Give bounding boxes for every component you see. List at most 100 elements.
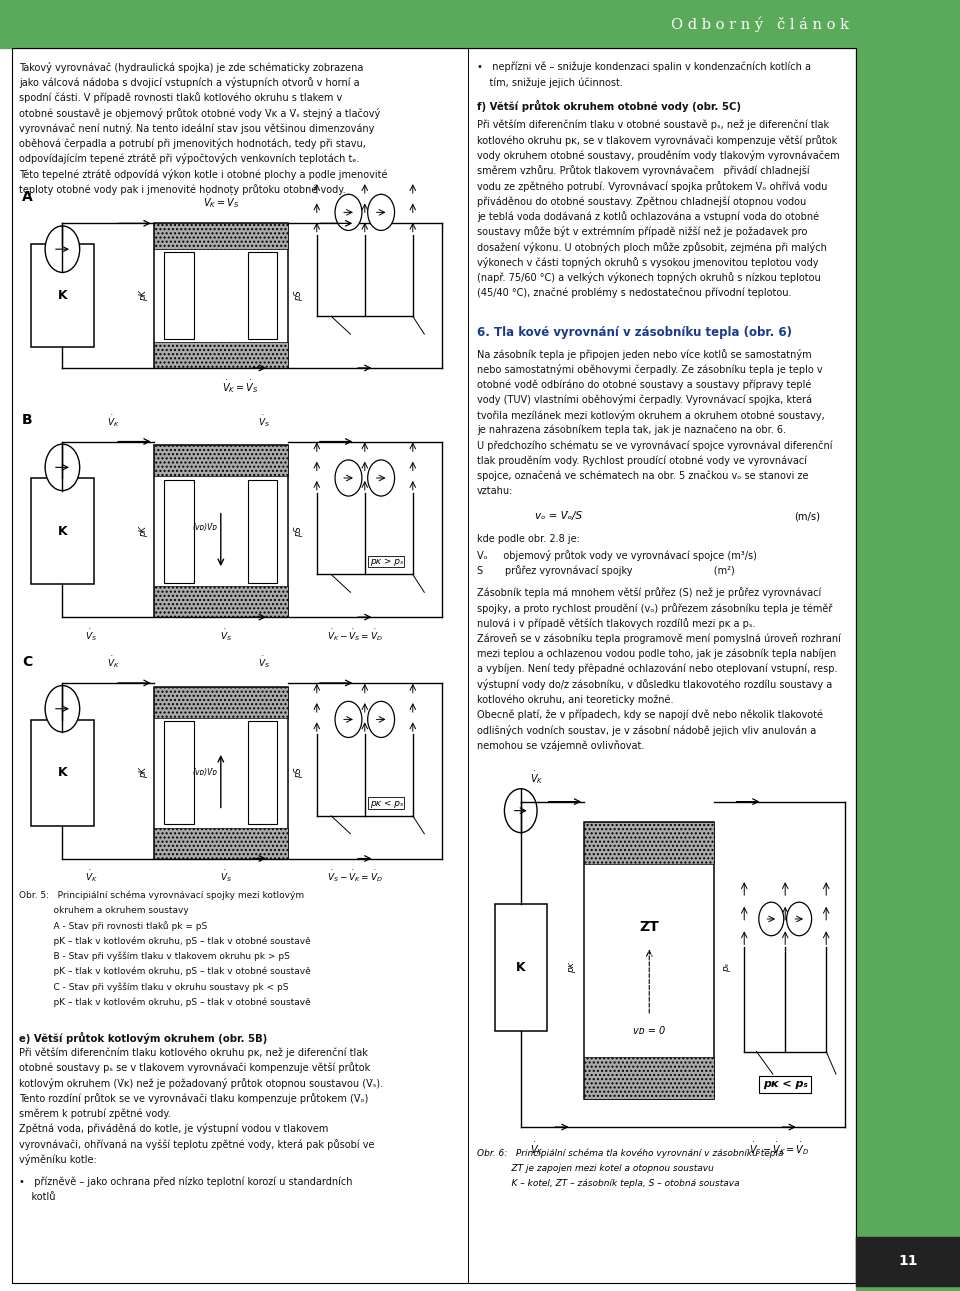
Text: otobné soustavě je objemový průtok otobné vody V̇ᴋ a V̇ₛ stejný a tlačový: otobné soustavě je objemový průtok otobn… [19,107,380,119]
Bar [154,223,288,368]
Text: pᴋ > pₛ: pᴋ > pₛ [370,558,403,565]
Text: $\dot{V}_K$: $\dot{V}_K$ [530,769,544,786]
Text: Tento rozdíní průtok se ve vyrovnávači tlaku kompenzuje průtokem (V̇ₒ): Tento rozdíní průtok se ve vyrovnávači t… [19,1093,369,1104]
Text: vyrovnávači, ohřívaná na vyšší teplotu zpětné vody, která pak působí ve: vyrovnávači, ohřívaná na vyšší teplotu z… [19,1139,374,1149]
Text: pK: pK [139,767,148,778]
Text: $\dot{V}_K - \dot{V}_S = \dot{V}_D$: $\dot{V}_K - \dot{V}_S = \dot{V}_D$ [327,627,383,643]
Bar [584,1057,714,1099]
Text: Na zásobník tepla je připojen jeden nebo více kotlů se samostatným: Na zásobník tepla je připojen jeden nebo… [477,349,812,360]
Text: spojce, označená ve schématech na obr. 5 značkou vₒ se stanovi ze: spojce, označená ve schématech na obr. 5… [477,471,808,482]
Circle shape [45,226,80,272]
Text: pK – tlak v kotlovém okruhu, pS – tlak v otobné soustavě: pK – tlak v kotlovém okruhu, pS – tlak v… [19,967,311,976]
Circle shape [786,902,811,936]
Text: (45/40 °C), značné problémy s nedostatečnou přívodní teplotou.: (45/40 °C), značné problémy s nedostateč… [477,288,792,298]
Text: kotlového okruhu, ani teoreticky možné.: kotlového okruhu, ani teoreticky možné. [477,695,674,705]
Text: ZT je zapojen mezi kotel a otopnou soustavu: ZT je zapojen mezi kotel a otopnou soust… [477,1164,714,1174]
Circle shape [504,789,537,833]
Text: kotlového okruhu pᴋ, se v tlakovem vyrovnávači kompenzuje větší průtok: kotlového okruhu pᴋ, se v tlakovem vyrov… [477,136,837,146]
Text: •   přízněvě – jako ochrana před nízko teplotní korozí u standardních: • přízněvě – jako ochrana před nízko tep… [19,1177,352,1188]
Text: Obr. 5:   Principiální schéma vyrovnávací spojky mezi kotlovým: Obr. 5: Principiální schéma vyrovnávací … [19,891,304,900]
Text: B: B [22,413,33,427]
Text: (vᴅ)V̇ᴅ: (vᴅ)V̇ᴅ [192,523,217,532]
Text: tlak prouděním vody. Rychlost proudící otobné vody ve vyrovnávací: tlak prouděním vody. Rychlost proudící o… [477,456,807,466]
Text: vztahu:: vztahu: [477,485,514,496]
Bar [154,828,288,859]
Text: vody okruhem otobné soustavy, prouděním vody tlakovým vyrovnávačem: vody okruhem otobné soustavy, prouděním … [477,150,840,161]
Text: výstupní vody do/z zásobníku, v důsledku tlakovotého rozdílu soustavy a: výstupní vody do/z zásobníku, v důsledku… [477,679,832,689]
Text: kde podle obr. 2.8 je:: kde podle obr. 2.8 je: [477,534,580,545]
Bar [494,904,547,1032]
Text: $\dot{V}_K = \dot{V}_S$: $\dot{V}_K = \dot{V}_S$ [203,194,239,210]
Text: kotlů: kotlů [19,1192,56,1202]
Text: Při větším diferenčním tlaku kotlového okruhu pᴋ, než je diferenční tlak: Při větším diferenčním tlaku kotlového o… [19,1047,368,1057]
Text: tím, snižuje jejich účinnost.: tím, snižuje jejich účinnost. [477,77,623,88]
Bar [31,478,94,584]
Text: vₒ = V̇ₒ/S: vₒ = V̇ₒ/S [535,511,582,522]
Text: $\dot{V}_S$: $\dot{V}_S$ [258,655,270,670]
Text: 6. Tla kové vyrovnání v zásobníku tepla (obr. 6): 6. Tla kové vyrovnání v zásobníku tepla … [477,325,792,340]
Circle shape [368,194,395,230]
Text: teploty otobné vody pak i jmenovité hodnoty průtoku otobné vody.: teploty otobné vody pak i jmenovité hodn… [19,183,346,195]
Text: Obr. 6:   Principiální schéma tla kového vyrovnání v zásobníku tepla: Obr. 6: Principiální schéma tla kového v… [477,1149,783,1158]
Text: mezi teplou a ochlazenou vodou podle toho, jak je zásobník tepla nabíjen: mezi teplou a ochlazenou vodou podle toh… [477,648,836,658]
Text: okruhem a okruhem soustavy: okruhem a okruhem soustavy [19,906,189,915]
Text: pS: pS [294,767,302,778]
Text: dosažení výkonu. U otobných ploch může způsobit, zejména při malých: dosažení výkonu. U otobných ploch může z… [477,241,827,253]
Text: K – kotel, ZT – zásobník tepla, S – otobná soustava: K – kotel, ZT – zásobník tepla, S – otob… [477,1180,740,1189]
Text: f) Větší průtok okruhem otobné vody (obr. 5C): f) Větší průtok okruhem otobné vody (obr… [477,99,741,112]
Text: (vᴅ)V̇ᴅ: (vᴅ)V̇ᴅ [192,768,217,777]
Text: Zásobník tepla má mnohem větší průřez (S) než je průřez vyrovnávací: Zásobník tepla má mnohem větší průřez (S… [477,587,822,599]
Text: pK: pK [139,290,148,301]
Text: C - Stav při vyšším tlaku v okruhu soustavy pk < pS: C - Stav při vyšším tlaku v okruhu soust… [19,982,289,991]
Text: pₛ: pₛ [722,963,732,972]
Text: $\dot{V}_S$: $\dot{V}_S$ [258,413,270,429]
Text: směrem vzhůru. Průtok tlakovem vyrovnávačem   přivádí chladnejší: směrem vzhůru. Průtok tlakovem vyrovnáva… [477,165,809,177]
Text: pK – tlak v kotlovém okruhu, pS – tlak v otobné soustavě: pK – tlak v kotlovém okruhu, pS – tlak v… [19,936,311,946]
Text: pᴋ < pₛ: pᴋ < pₛ [370,799,403,807]
Text: je teblá voda dodávaná z kotlů ochlazována a vstupní voda do otobné: je teblá voda dodávaná z kotlů ochlazová… [477,212,819,222]
Text: otobné soustavy pₛ se v tlakovem vyrovnávači kompenzuje větší průtok: otobné soustavy pₛ se v tlakovem vyrovná… [19,1062,371,1073]
Text: $\dot{V}_S$: $\dot{V}_S$ [85,627,97,643]
Text: výměníku kotle:: výměníku kotle: [19,1154,97,1164]
Text: nemohou se vzájemně ovlivňovat.: nemohou se vzájemně ovlivňovat. [477,740,644,751]
Text: $\dot{V}_S$: $\dot{V}_S$ [220,627,231,643]
Text: spojky, a proto rychlost proudění (vₒ) průřezem zásobníku tepla je téměř: spojky, a proto rychlost proudění (vₒ) p… [477,603,832,613]
Circle shape [368,460,395,496]
Circle shape [335,194,362,230]
Bar [154,445,288,617]
Bar [154,445,288,476]
Text: K: K [516,962,525,975]
Text: odpovídajícím tepené ztrátě při výpočtových venkovních teplotách tₑ.: odpovídajícím tepené ztrátě při výpočtov… [19,154,360,164]
Text: O d b o r n ý   č l á n o k: O d b o r n ý č l á n o k [671,15,849,32]
Bar [154,687,288,859]
Bar [0,0,856,48]
Bar [12,48,856,1283]
Text: S       průřez vyrovnávací spojky                          (m²): S průřez vyrovnávací spojky (m²) [477,564,734,576]
Text: (m/s): (m/s) [794,511,820,522]
Text: pK: pK [139,525,148,537]
Bar [154,223,288,249]
Text: pK – tlak v kotlovém okruhu, pS – tlak v otobné soustavě: pK – tlak v kotlovém okruhu, pS – tlak v… [19,998,311,1007]
Bar [248,252,277,340]
Text: vodu ze zpětného potrubí. Vyrovnávací spojka průtokem V̇ₒ ohřívá vodu: vodu ze zpětného potrubí. Vyrovnávací sp… [477,181,828,191]
Text: Obecně platí, že v případech, kdy se napojí dvě nebo několik tlakovoté: Obecně platí, že v případech, kdy se nap… [477,710,823,720]
Text: U předchozího schématu se ve vyrovnávací spojce vyrovnával diferenční: U předchozího schématu se ve vyrovnávací… [477,440,832,451]
Text: vyrovnávač není nutný. Na tento ideální stav jsou většinou dimenzovány: vyrovnávač není nutný. Na tento ideální … [19,123,374,134]
Text: $\dot{V}_K$: $\dot{V}_K$ [530,1140,544,1157]
Bar [584,822,714,864]
Text: $\dot{V}_K$: $\dot{V}_K$ [107,655,120,670]
Text: jako válcová nádoba s dvojicí vstupních a výstupních otvorů v horní a: jako válcová nádoba s dvojicí vstupních … [19,77,360,88]
Text: Této tepelné ztrátě odpovídá výkon kotle i otobné plochy a podle jmenovité: Této tepelné ztrátě odpovídá výkon kotle… [19,169,388,179]
Text: tvořila mezílánek mezi kotlovým okruhem a okruhem otobné soustavy,: tvořila mezílánek mezi kotlovým okruhem … [477,409,825,421]
Text: •   nepřízni vě – snižuje kondenzaci spalin v kondenzačních kotlích a: • nepřízni vě – snižuje kondenzaci spali… [477,62,811,72]
Bar [154,342,288,368]
Text: $\dot{V}_S - \dot{V}_K = \dot{V}_D$: $\dot{V}_S - \dot{V}_K = \dot{V}_D$ [327,869,383,884]
Text: K: K [58,524,67,538]
Text: oběhová čerpadla a potrubí při jmenovitých hodnotách, tedy při stavu,: oběhová čerpadla a potrubí při jmenovitý… [19,138,366,150]
Text: 11: 11 [899,1255,918,1268]
Text: $\dot{V}_K$: $\dot{V}_K$ [84,869,98,884]
Text: Při větším diferenčním tlaku v otobné soustavě pₛ, než je diferenční tlak: Při větším diferenčním tlaku v otobné so… [477,120,829,130]
Bar [248,480,277,582]
Text: Vₒ     objemový průtok vody ve vyrovnávací spojce (m³/s): Vₒ objemový průtok vody ve vyrovnávací s… [477,550,757,560]
Text: směrem k potrubí zpětné vody.: směrem k potrubí zpětné vody. [19,1108,171,1119]
